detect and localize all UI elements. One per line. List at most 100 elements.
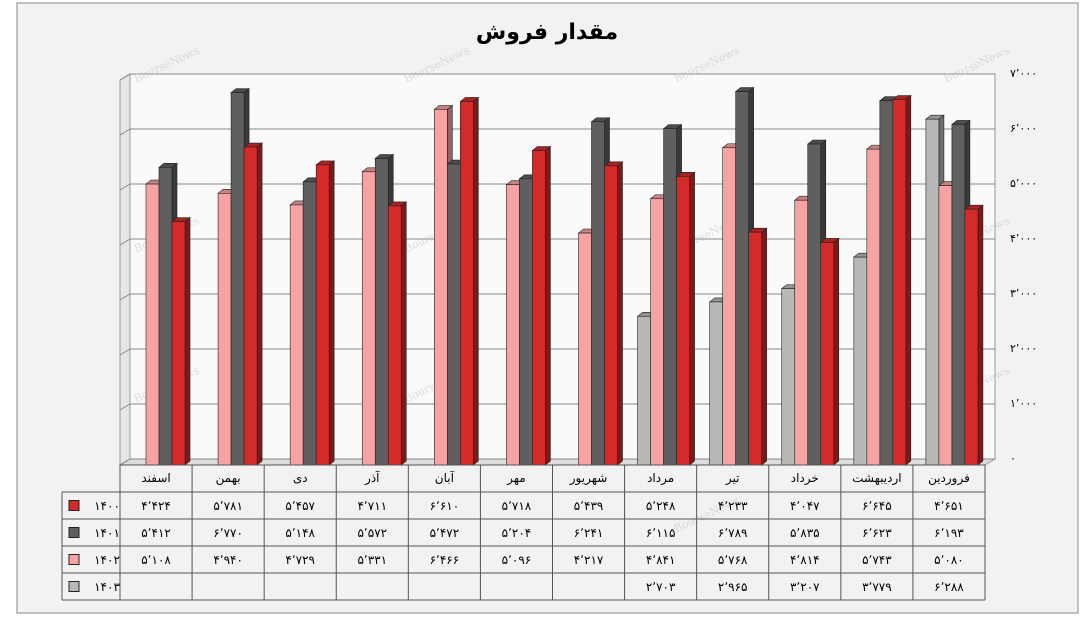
x-tick-label: آذر xyxy=(364,470,380,486)
bar xyxy=(315,164,330,466)
data-label: ۴٬۸۴۱ xyxy=(646,553,676,567)
x-tick-label: آبان xyxy=(435,470,455,485)
bar xyxy=(217,193,232,466)
bar xyxy=(519,178,533,466)
grid-line-side xyxy=(119,238,131,246)
bar xyxy=(650,198,664,466)
legend-swatch xyxy=(68,554,80,565)
bar xyxy=(951,124,966,466)
bar xyxy=(938,185,953,466)
legend-label: ۱۴۰۲ xyxy=(94,553,120,567)
data-label: ۵٬۸۳۵ xyxy=(790,526,820,540)
bar xyxy=(230,92,245,466)
bar xyxy=(807,143,822,466)
bar xyxy=(289,204,304,466)
bar xyxy=(781,288,796,466)
data-label: ۲٬۹۶۵ xyxy=(718,580,748,594)
grid-line-side xyxy=(119,403,131,411)
data-label: ۶٬۶۱۰ xyxy=(430,499,460,513)
bar xyxy=(925,118,940,466)
bar xyxy=(637,316,651,466)
bar-side xyxy=(905,94,912,466)
data-label: ۵٬۷۱۸ xyxy=(502,499,532,513)
x-tick-label: خرداد xyxy=(791,471,819,486)
data-label: ۶٬۶۲۳ xyxy=(862,526,892,540)
bar xyxy=(853,256,868,466)
bar xyxy=(532,150,546,466)
bar xyxy=(604,165,618,466)
bar xyxy=(676,176,690,466)
legend-label: ۱۴۰۱ xyxy=(94,526,120,540)
x-tick-label: شهریور xyxy=(569,471,608,486)
x-tick-label: بهمن xyxy=(216,471,241,486)
bar xyxy=(302,181,317,466)
data-label: ۶٬۲۸۸ xyxy=(934,580,964,594)
legend-swatch xyxy=(68,500,80,511)
bar xyxy=(374,158,389,466)
bar xyxy=(243,146,258,466)
y-tick-label: ۴٬۰۰۰ xyxy=(1010,232,1037,245)
side-wall xyxy=(119,73,131,466)
data-label: ۴٬۷۲۹ xyxy=(285,553,315,567)
bar xyxy=(158,167,173,466)
data-label: ۴٬۶۵۱ xyxy=(934,499,964,513)
data-label: ۵٬۳۳۱ xyxy=(357,553,387,567)
grid-line-side xyxy=(119,183,131,191)
data-label: ۴٬۹۴۰ xyxy=(213,553,243,567)
data-label: ۴٬۲۳۳ xyxy=(718,499,748,513)
bar xyxy=(460,101,474,466)
bar xyxy=(591,121,605,466)
grid-line-side xyxy=(119,348,131,356)
data-label: ۵٬۷۸۱ xyxy=(213,499,243,513)
data-label: ۵٬۱۰۸ xyxy=(141,553,171,567)
data-label: ۵٬۰۹۶ xyxy=(502,553,532,567)
bar-side xyxy=(617,161,623,466)
legend-label: ۱۴۰۳ xyxy=(94,580,120,594)
data-label: ۵٬۴۵۷ xyxy=(285,499,315,513)
data-label: ۶٬۷۷۰ xyxy=(213,526,243,540)
data-label: ۵٬۴۳۹ xyxy=(574,499,604,513)
legend-swatch xyxy=(68,527,80,538)
chart-title: مقدار فروش xyxy=(476,20,618,45)
bar xyxy=(663,128,677,466)
y-tick-label: ۵٬۰۰۰ xyxy=(1010,177,1037,190)
data-label: ۵٬۲۰۴ xyxy=(502,526,532,540)
data-label: ۵٬۴۱۲ xyxy=(141,526,171,540)
bar-side xyxy=(400,201,407,466)
data-label: ۴٬۰۴۷ xyxy=(790,499,820,513)
data-label: ۳٬۲۰۷ xyxy=(790,580,820,594)
data-label: ۵٬۵۷۲ xyxy=(357,526,387,540)
x-tick-label: مهر xyxy=(506,471,526,486)
bar-side xyxy=(256,142,263,466)
grid-line-side xyxy=(119,128,131,136)
x-tick-label: دی xyxy=(293,471,308,485)
bar xyxy=(879,100,894,466)
data-label: ۴٬۸۱۴ xyxy=(790,553,820,567)
data-label: ۵٬۷۴۳ xyxy=(862,553,892,567)
x-tick-label: اردیبهشت xyxy=(852,471,901,486)
y-tick-label: ۲٬۰۰۰ xyxy=(1010,342,1037,355)
data-label: ۴٬۴۲۴ xyxy=(141,499,171,513)
bar-side xyxy=(977,204,984,466)
data-label: ۴٬۲۱۷ xyxy=(574,553,604,567)
data-label: ۵٬۴۷۲ xyxy=(430,526,460,540)
bar xyxy=(709,301,723,466)
bar xyxy=(820,242,835,466)
y-tick-label: ۶٬۰۰۰ xyxy=(1010,122,1037,135)
x-tick-label: اسفند xyxy=(141,471,170,485)
data-label: ۵٬۷۶۸ xyxy=(718,553,748,567)
bar xyxy=(171,221,186,466)
bar-side xyxy=(328,160,335,466)
grid-line-side xyxy=(119,73,131,81)
y-tick-label: ۳٬۰۰۰ xyxy=(1010,287,1037,300)
bar xyxy=(506,184,520,466)
bar xyxy=(722,147,736,466)
grid-line-side xyxy=(119,458,131,466)
bar xyxy=(748,231,762,466)
bar xyxy=(387,205,402,466)
bar xyxy=(964,208,979,466)
bar-side xyxy=(761,227,767,466)
data-label: ۴٬۷۱۱ xyxy=(357,499,387,513)
bar xyxy=(447,163,461,466)
